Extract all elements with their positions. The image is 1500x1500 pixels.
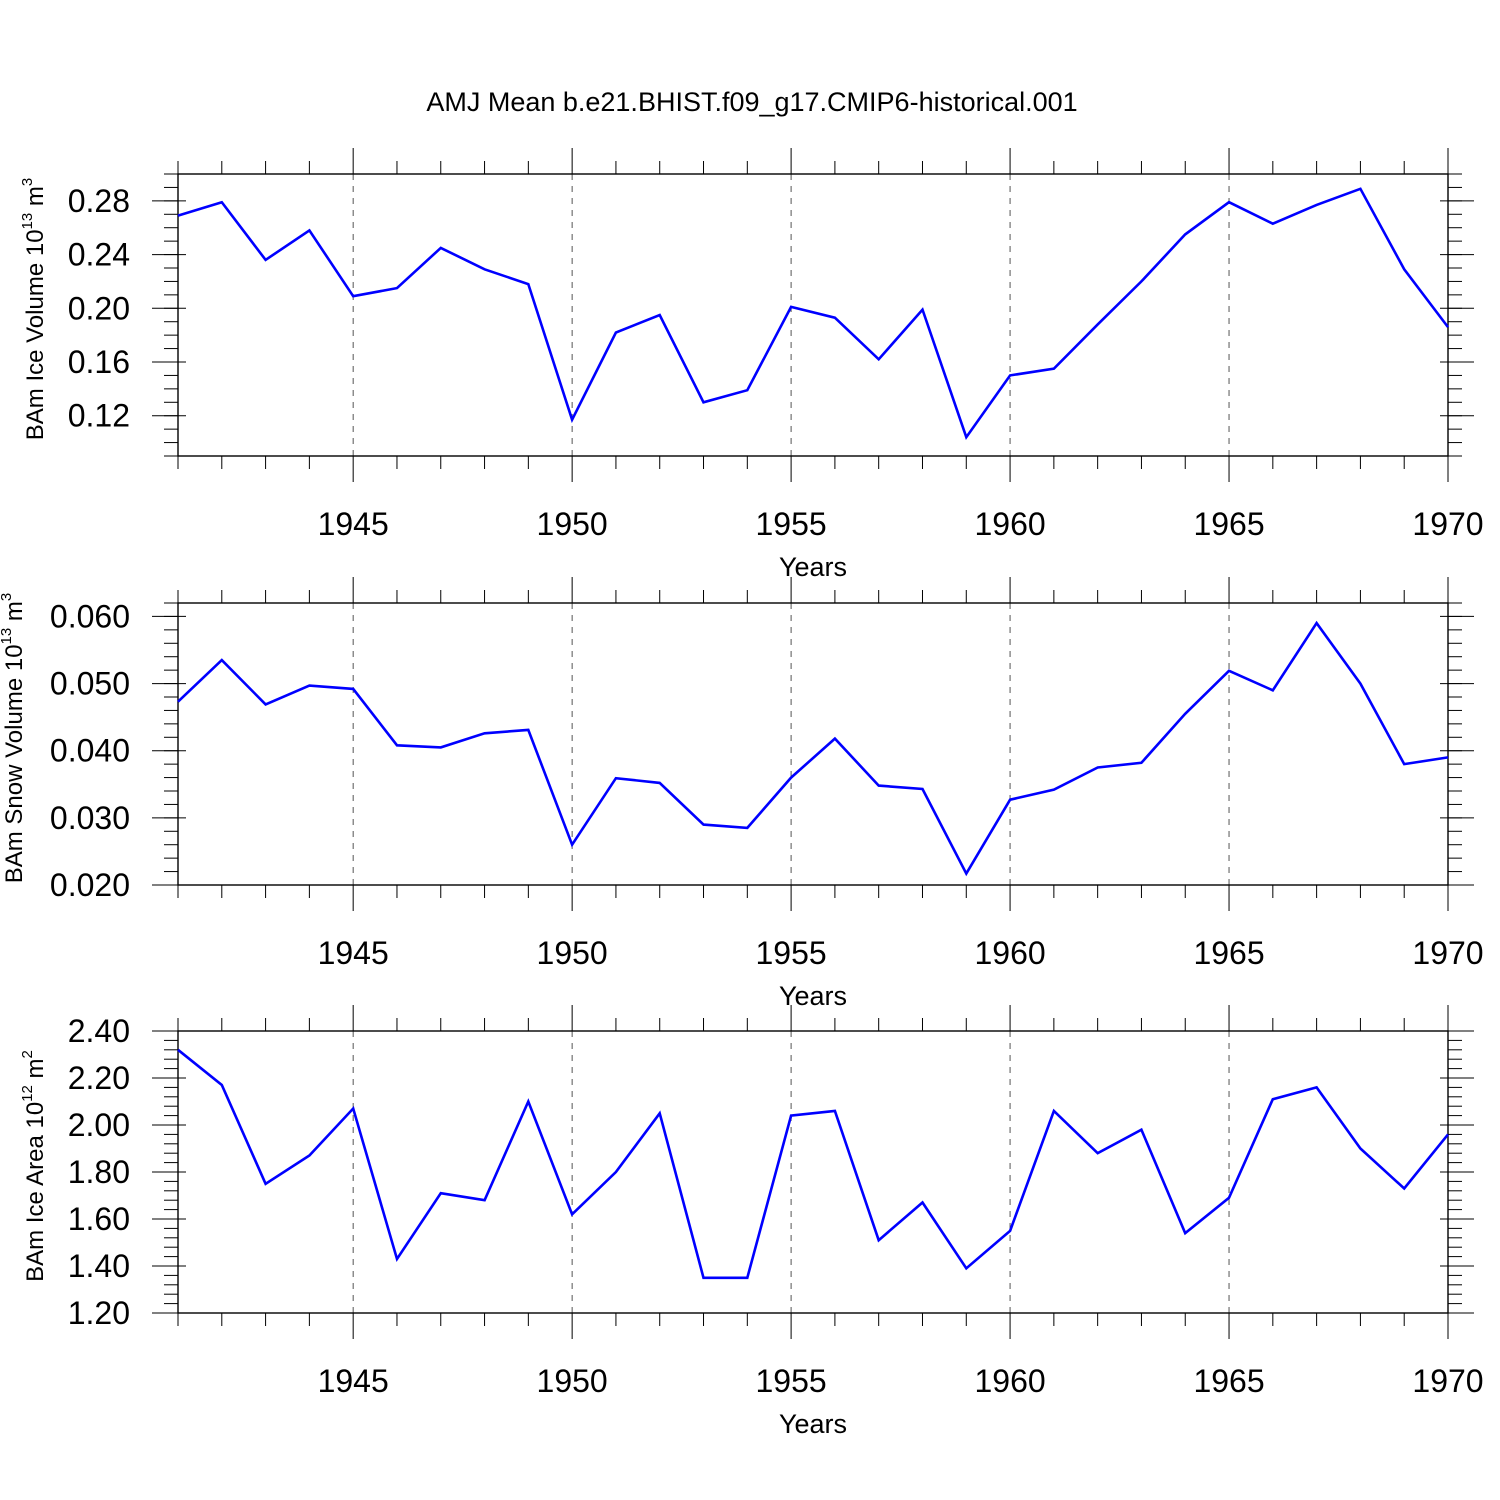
x-axis-title: Years [779, 981, 847, 1011]
x-tick-label: 1945 [318, 1363, 389, 1399]
chart-title: AMJ Mean b.e21.BHIST.f09_g17.CMIP6-histo… [426, 87, 1077, 117]
y-axis-title: BAm Ice Area 1012 m2 [19, 1050, 49, 1282]
x-tick-label: 1970 [1412, 935, 1483, 971]
y-tick-label: 0.28 [68, 183, 130, 219]
x-tick-label: 1960 [974, 1363, 1045, 1399]
x-tick-label: 1945 [318, 506, 389, 542]
y-axis-title-unit: m [1, 601, 28, 628]
y-tick-label: 0.020 [50, 867, 130, 903]
y-tick-label: 2.20 [68, 1060, 130, 1096]
y-tick-label: 0.060 [50, 598, 130, 634]
y-tick-label: 0.16 [68, 344, 130, 380]
panel-2: 0.020 0.030 0.040 0.050 0.060 1945 1950 1955 196… [0, 577, 1484, 1011]
y-tick-label: 1.60 [68, 1201, 130, 1237]
x-tick-label: 1950 [537, 935, 608, 971]
y-axis-title-main: BAm Ice Volume 10 [22, 229, 49, 440]
y-tick-label: 0.20 [68, 290, 130, 326]
plot-frame [177, 173, 1449, 457]
panel-1: 0.12 0.16 0.20 0.24 0.28 1945 1950 1955 1960 1965… [19, 148, 1484, 582]
y-axis-title-unit: m [22, 186, 49, 213]
x-tick-label: 1960 [974, 506, 1045, 542]
y-axis-title-main: BAm Snow Volume 10 [1, 644, 28, 883]
y-tick-label: 2.00 [68, 1107, 130, 1143]
x-tick-label: 1945 [318, 935, 389, 971]
x-axis-title: Years [779, 1409, 847, 1439]
series-line [177, 187, 1450, 441]
y-axis-title: BAm Ice Volume 1013 m3 [19, 178, 49, 440]
x-axis-title: Years [779, 552, 847, 582]
y-axis-title: BAm Snow Volume 1013 m3 [0, 593, 28, 884]
y-axis-title-main: BAm Ice Area 10 [22, 1102, 49, 1282]
y-tick-label: 1.80 [68, 1154, 130, 1190]
panels: 0.12 0.16 0.20 0.24 0.28 1945 1950 1955 1960 1965… [0, 148, 1484, 1439]
x-tick-label: 1970 [1412, 1363, 1483, 1399]
y-tick-label: 0.12 [68, 398, 130, 434]
plot-frame [177, 1030, 1449, 1314]
y-axis-title-exponent: 13 [19, 213, 36, 230]
x-tick-label: 1950 [537, 506, 608, 542]
y-tick-label: 0.050 [50, 666, 130, 702]
x-tick-label: 1960 [974, 935, 1045, 971]
x-tick-label: 1965 [1193, 506, 1264, 542]
y-axis-title-exponent: 13 [0, 628, 15, 645]
y-axis-title-unit: m [22, 1058, 49, 1085]
panel-3: 1.20 1.40 1.60 1.80 2.00 2.20 2.40 1945 1950 1955… [19, 1005, 1484, 1439]
y-axis-title-unit-exponent: 2 [19, 1050, 36, 1058]
series-line [177, 1048, 1450, 1280]
y-tick-label: 1.40 [68, 1248, 130, 1284]
y-tick-label: 1.20 [68, 1295, 130, 1331]
series-line [177, 620, 1449, 877]
x-tick-label: 1965 [1193, 1363, 1264, 1399]
plot-frame [177, 602, 1449, 886]
y-axis-title-unit-exponent: 3 [19, 178, 36, 186]
y-tick-label: 0.030 [50, 800, 130, 836]
x-tick-label: 1955 [756, 1363, 827, 1399]
y-tick-label: 2.40 [68, 1013, 130, 1049]
x-tick-label: 1950 [537, 1363, 608, 1399]
y-axis-title-exponent: 12 [19, 1085, 36, 1102]
x-tick-label: 1955 [756, 506, 827, 542]
y-axis-title-unit-exponent: 3 [0, 593, 15, 601]
y-tick-label: 0.040 [50, 733, 130, 769]
x-tick-label: 1965 [1193, 935, 1264, 971]
x-tick-label: 1970 [1412, 506, 1483, 542]
y-tick-label: 0.24 [68, 237, 130, 273]
x-tick-label: 1955 [756, 935, 827, 971]
